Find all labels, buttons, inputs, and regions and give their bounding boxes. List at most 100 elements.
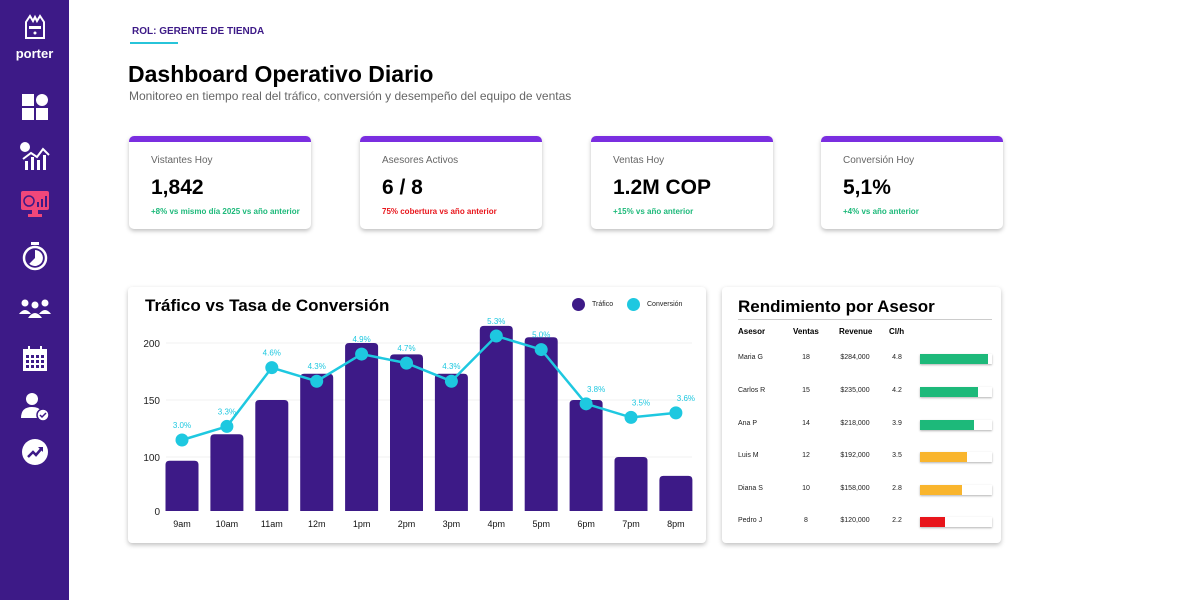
legend-label: Tráfico — [592, 301, 614, 308]
traffic-bar — [390, 354, 423, 511]
sidebar-item-analytics[interactable] — [17, 140, 53, 172]
traffic-bar — [165, 460, 199, 511]
brand-name: porter — [15, 46, 54, 61]
sidebar-item-dashboard[interactable] — [17, 91, 53, 123]
y-tick-label: 150 — [143, 396, 160, 407]
conversion-point — [265, 361, 279, 375]
x-tick-label: 6pm — [577, 519, 595, 529]
conversion-data-label: 3.8% — [587, 385, 605, 394]
sidebar-item-growth[interactable] — [17, 436, 53, 468]
sidebar-item-monitor[interactable] — [17, 188, 53, 220]
traffic-bar — [524, 337, 558, 511]
conversion-data-label: 5.0% — [532, 331, 550, 340]
x-tick-label: 11am — [261, 519, 283, 529]
x-tick-label: 8pm — [667, 519, 685, 529]
legend-conversion: Conversión — [627, 298, 682, 311]
user-check-icon — [21, 393, 49, 422]
kpi-card-advisors: Asesores Activos 6 / 8 75% cobertura vs … — [360, 136, 542, 229]
kpi-delta: +8% vs mismo día 2025 vs año anterior — [151, 207, 300, 216]
performance-bar — [920, 517, 992, 527]
advisor-clh: 2.2 — [892, 517, 902, 524]
kpi-label: Ventas Hoy — [613, 155, 665, 166]
traffic-bar — [614, 457, 648, 511]
kpi-accent-bar — [360, 136, 542, 142]
x-tick-label: 10am — [216, 519, 239, 529]
performance-bar — [920, 387, 992, 397]
kpi-delta: 75% cobertura vs año anterior — [382, 207, 497, 216]
kpi-delta: +4% vs año anterior — [843, 207, 919, 216]
advisor-revenue: $192,000 — [840, 452, 870, 459]
traffic-bar — [569, 400, 603, 511]
legend-swatch — [572, 298, 585, 311]
x-tick-label: 1pm — [353, 519, 371, 529]
role-underline — [130, 42, 178, 44]
header-clh: Cl/h — [889, 327, 905, 336]
sidebar-item-team[interactable] — [17, 292, 53, 324]
x-tick-label: 2pm — [398, 519, 416, 529]
x-tick-label: 9am — [173, 519, 191, 529]
traffic-bar — [255, 400, 289, 511]
y-tick-label: 100 — [143, 453, 160, 464]
kpi-value: 1.2M COP — [613, 176, 712, 199]
performance-bar-fill — [920, 452, 967, 462]
x-tick-label: 4pm — [488, 519, 506, 529]
traffic-bar — [479, 325, 513, 511]
conversion-data-label: 4.3% — [308, 362, 326, 371]
conversion-point — [489, 329, 503, 343]
conversion-line — [181, 334, 677, 442]
advisor-revenue: $284,000 — [840, 354, 870, 361]
conversion-data-label: 4.6% — [263, 349, 281, 358]
advisor-sales: 8 — [804, 517, 808, 524]
x-tick-label: 12m — [308, 519, 326, 529]
advisor-revenue: $158,000 — [840, 485, 870, 492]
advisor-name: Ana P — [738, 420, 758, 427]
header-asesor: Asesor — [738, 327, 766, 336]
table-title: Rendimiento por Asesor — [738, 297, 935, 316]
performance-bar — [920, 452, 992, 462]
team-icon — [19, 299, 51, 318]
x-tick-label: 3pm — [443, 519, 461, 529]
advisor-name: Diana S — [738, 485, 763, 492]
sidebar-item-user-check[interactable] — [17, 391, 53, 423]
performance-bar-fill — [920, 387, 978, 397]
conversion-point — [624, 410, 638, 424]
dashboard-grid-icon — [22, 94, 48, 120]
sidebar-item-calendar[interactable] — [17, 343, 53, 375]
performance-bar — [920, 354, 992, 364]
kpi-value: 6 / 8 — [382, 176, 423, 199]
conversion-point — [669, 406, 683, 420]
performance-bar — [920, 485, 992, 495]
advisor-sales: 10 — [802, 485, 810, 492]
conversion-data-label: 3.5% — [632, 398, 650, 407]
role-label: ROL: GERENTE DE TIENDA — [132, 26, 265, 37]
trending-up-icon — [22, 439, 48, 465]
header-ventas: Ventas — [793, 327, 819, 336]
x-tick-label: 7pm — [622, 519, 640, 529]
advisor-sales: 12 — [802, 452, 810, 459]
chart-title: Tráfico vs Tasa de Conversión — [145, 296, 390, 315]
conversion-point — [355, 347, 369, 361]
y-tick-label: 0 — [154, 507, 160, 518]
sidebar-item-timer[interactable] — [17, 240, 53, 272]
advisor-revenue: $218,000 — [840, 420, 870, 427]
conversion-data-label: 3.0% — [173, 421, 191, 430]
conversion-data-label: 3.3% — [218, 407, 236, 416]
advisor-clh: 3.9 — [892, 420, 902, 427]
stopwatch-icon — [22, 242, 48, 271]
advisor-revenue: $235,000 — [840, 387, 870, 394]
performance-bar-fill — [920, 485, 962, 495]
conversion-data-label: 4.3% — [442, 362, 460, 371]
page-subtitle: Monitoreo en tiempo real del tráfico, co… — [129, 89, 572, 103]
conversion-data-label: 4.7% — [397, 344, 415, 353]
performance-bar — [920, 420, 992, 430]
legend-label: Conversión — [647, 301, 683, 308]
kpi-value: 5,1% — [843, 176, 891, 199]
advisor-clh: 3.5 — [892, 452, 902, 459]
kpi-accent-bar — [129, 136, 311, 142]
porter-logo[interactable]: porter — [12, 14, 57, 61]
traffic-bar — [300, 373, 334, 511]
advisor-name: Maria G — [738, 354, 763, 361]
conversion-data-label: 5.3% — [487, 317, 505, 326]
traffic-bar — [210, 434, 244, 511]
kpi-delta: +15% vs año anterior — [613, 207, 694, 216]
